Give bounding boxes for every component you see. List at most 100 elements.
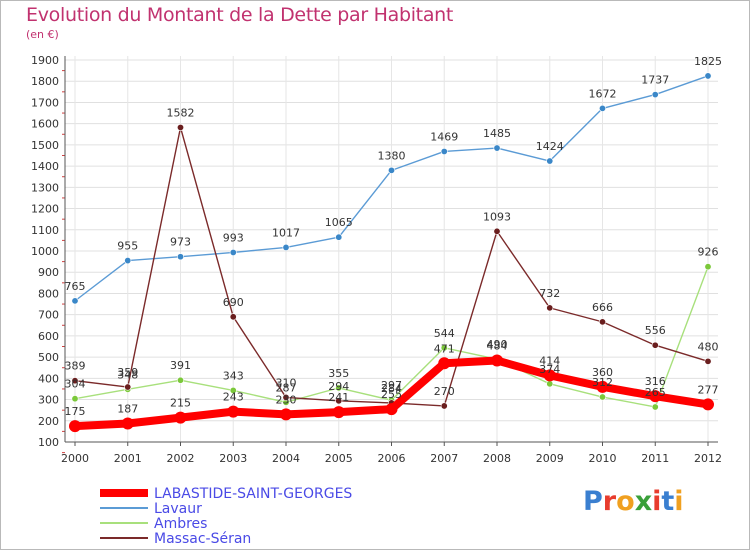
data-label: 1469: [430, 130, 458, 143]
data-label: 973: [170, 236, 191, 249]
data-point: [385, 403, 398, 416]
data-point: [596, 380, 609, 393]
data-point: [124, 257, 132, 265]
data-point: [71, 377, 79, 385]
data-point: [71, 395, 79, 403]
data-label: 284: [381, 382, 402, 395]
y-tick-label: 1900: [31, 54, 59, 67]
data-point: [704, 357, 712, 365]
data-label: 480: [698, 340, 719, 353]
chart-subtitle: (en €): [26, 28, 59, 41]
data-label: 1582: [167, 106, 195, 119]
data-label: 265: [645, 386, 666, 399]
data-label: 294: [328, 380, 349, 393]
data-point: [651, 403, 659, 411]
y-tick-label: 800: [38, 287, 59, 300]
logo-letter: o: [616, 486, 635, 517]
data-point: [546, 304, 554, 312]
legend-label: Ambres: [154, 516, 207, 532]
data-point: [177, 253, 185, 261]
data-label: 1825: [694, 55, 722, 68]
x-tick-label: 2010: [589, 452, 617, 465]
data-label: 1672: [589, 87, 617, 100]
data-label: 690: [223, 296, 244, 309]
data-point: [177, 123, 185, 131]
data-label: 187: [117, 403, 138, 416]
y-tick-label: 1300: [31, 181, 59, 194]
x-tick-label: 2009: [536, 452, 564, 465]
logo-letter: t: [661, 486, 675, 517]
data-label: 389: [65, 360, 86, 373]
y-tick-label: 500: [38, 351, 59, 364]
data-label: 993: [223, 231, 244, 244]
data-label: 1065: [325, 216, 353, 229]
data-label: 175: [65, 405, 86, 418]
x-tick-label: 2005: [325, 452, 353, 465]
data-point: [702, 398, 714, 411]
x-tick-label: 2004: [272, 452, 300, 465]
data-label: 1017: [272, 226, 300, 239]
data-label: 270: [434, 385, 455, 398]
x-tick-label: 2006: [378, 452, 406, 465]
data-label: 1485: [483, 127, 511, 140]
y-tick-label: 100: [38, 436, 59, 449]
x-tick-label: 2002: [167, 452, 195, 465]
data-label: 374: [539, 363, 560, 376]
data-point: [598, 318, 606, 326]
chart-title: Evolution du Montant de la Dette par Hab…: [26, 4, 454, 26]
data-point: [124, 383, 132, 391]
data-point: [651, 91, 659, 99]
data-point: [704, 263, 712, 271]
data-point: [440, 402, 448, 410]
data-point: [280, 408, 292, 421]
x-tick-label: 2001: [114, 452, 142, 465]
x-tick-label: 2007: [430, 452, 458, 465]
x-tick-label: 2000: [61, 452, 89, 465]
data-label: 926: [698, 246, 719, 259]
data-point: [704, 72, 712, 80]
data-point: [438, 357, 451, 370]
data-point: [598, 393, 606, 401]
data-label: 355: [328, 367, 349, 380]
data-point: [121, 417, 134, 430]
data-label: 287: [276, 381, 297, 394]
data-label: 215: [170, 397, 191, 410]
y-tick-label: 1000: [31, 245, 59, 258]
data-label: 241: [328, 391, 349, 404]
legend-label: Massac-Séran: [154, 531, 251, 547]
data-point: [229, 386, 237, 394]
y-tick-label: 600: [38, 330, 59, 343]
data-label: 666: [592, 301, 613, 314]
x-tick-label: 2003: [219, 452, 247, 465]
y-tick-label: 1600: [31, 118, 59, 131]
data-label: 316: [645, 375, 666, 388]
data-point: [282, 393, 290, 401]
data-label: 1380: [378, 149, 406, 162]
data-label: 343: [223, 369, 244, 382]
logo-letter: i: [674, 486, 684, 517]
data-label: 1737: [641, 74, 669, 87]
y-tick-label: 1200: [31, 203, 59, 216]
data-point: [229, 248, 237, 256]
y-tick-label: 700: [38, 309, 59, 322]
data-label: 348: [117, 368, 138, 381]
data-label: 544: [434, 327, 455, 340]
data-point: [546, 380, 554, 388]
data-label: 310: [276, 376, 297, 389]
data-label: 255: [381, 388, 402, 401]
data-label: 277: [698, 383, 719, 396]
data-label: 732: [539, 287, 560, 300]
data-label: 304: [65, 378, 86, 391]
data-point: [69, 420, 81, 433]
data-point: [546, 157, 554, 165]
data-point: [493, 227, 501, 235]
data-point: [332, 406, 345, 419]
data-point: [174, 411, 187, 424]
data-label: 484: [487, 340, 508, 353]
data-label: 955: [117, 240, 138, 253]
data-point: [491, 354, 503, 367]
proxiti-logo: Proxiti: [583, 486, 684, 517]
data-point: [335, 233, 343, 241]
data-label: 391: [170, 359, 191, 372]
data-point: [651, 341, 659, 349]
